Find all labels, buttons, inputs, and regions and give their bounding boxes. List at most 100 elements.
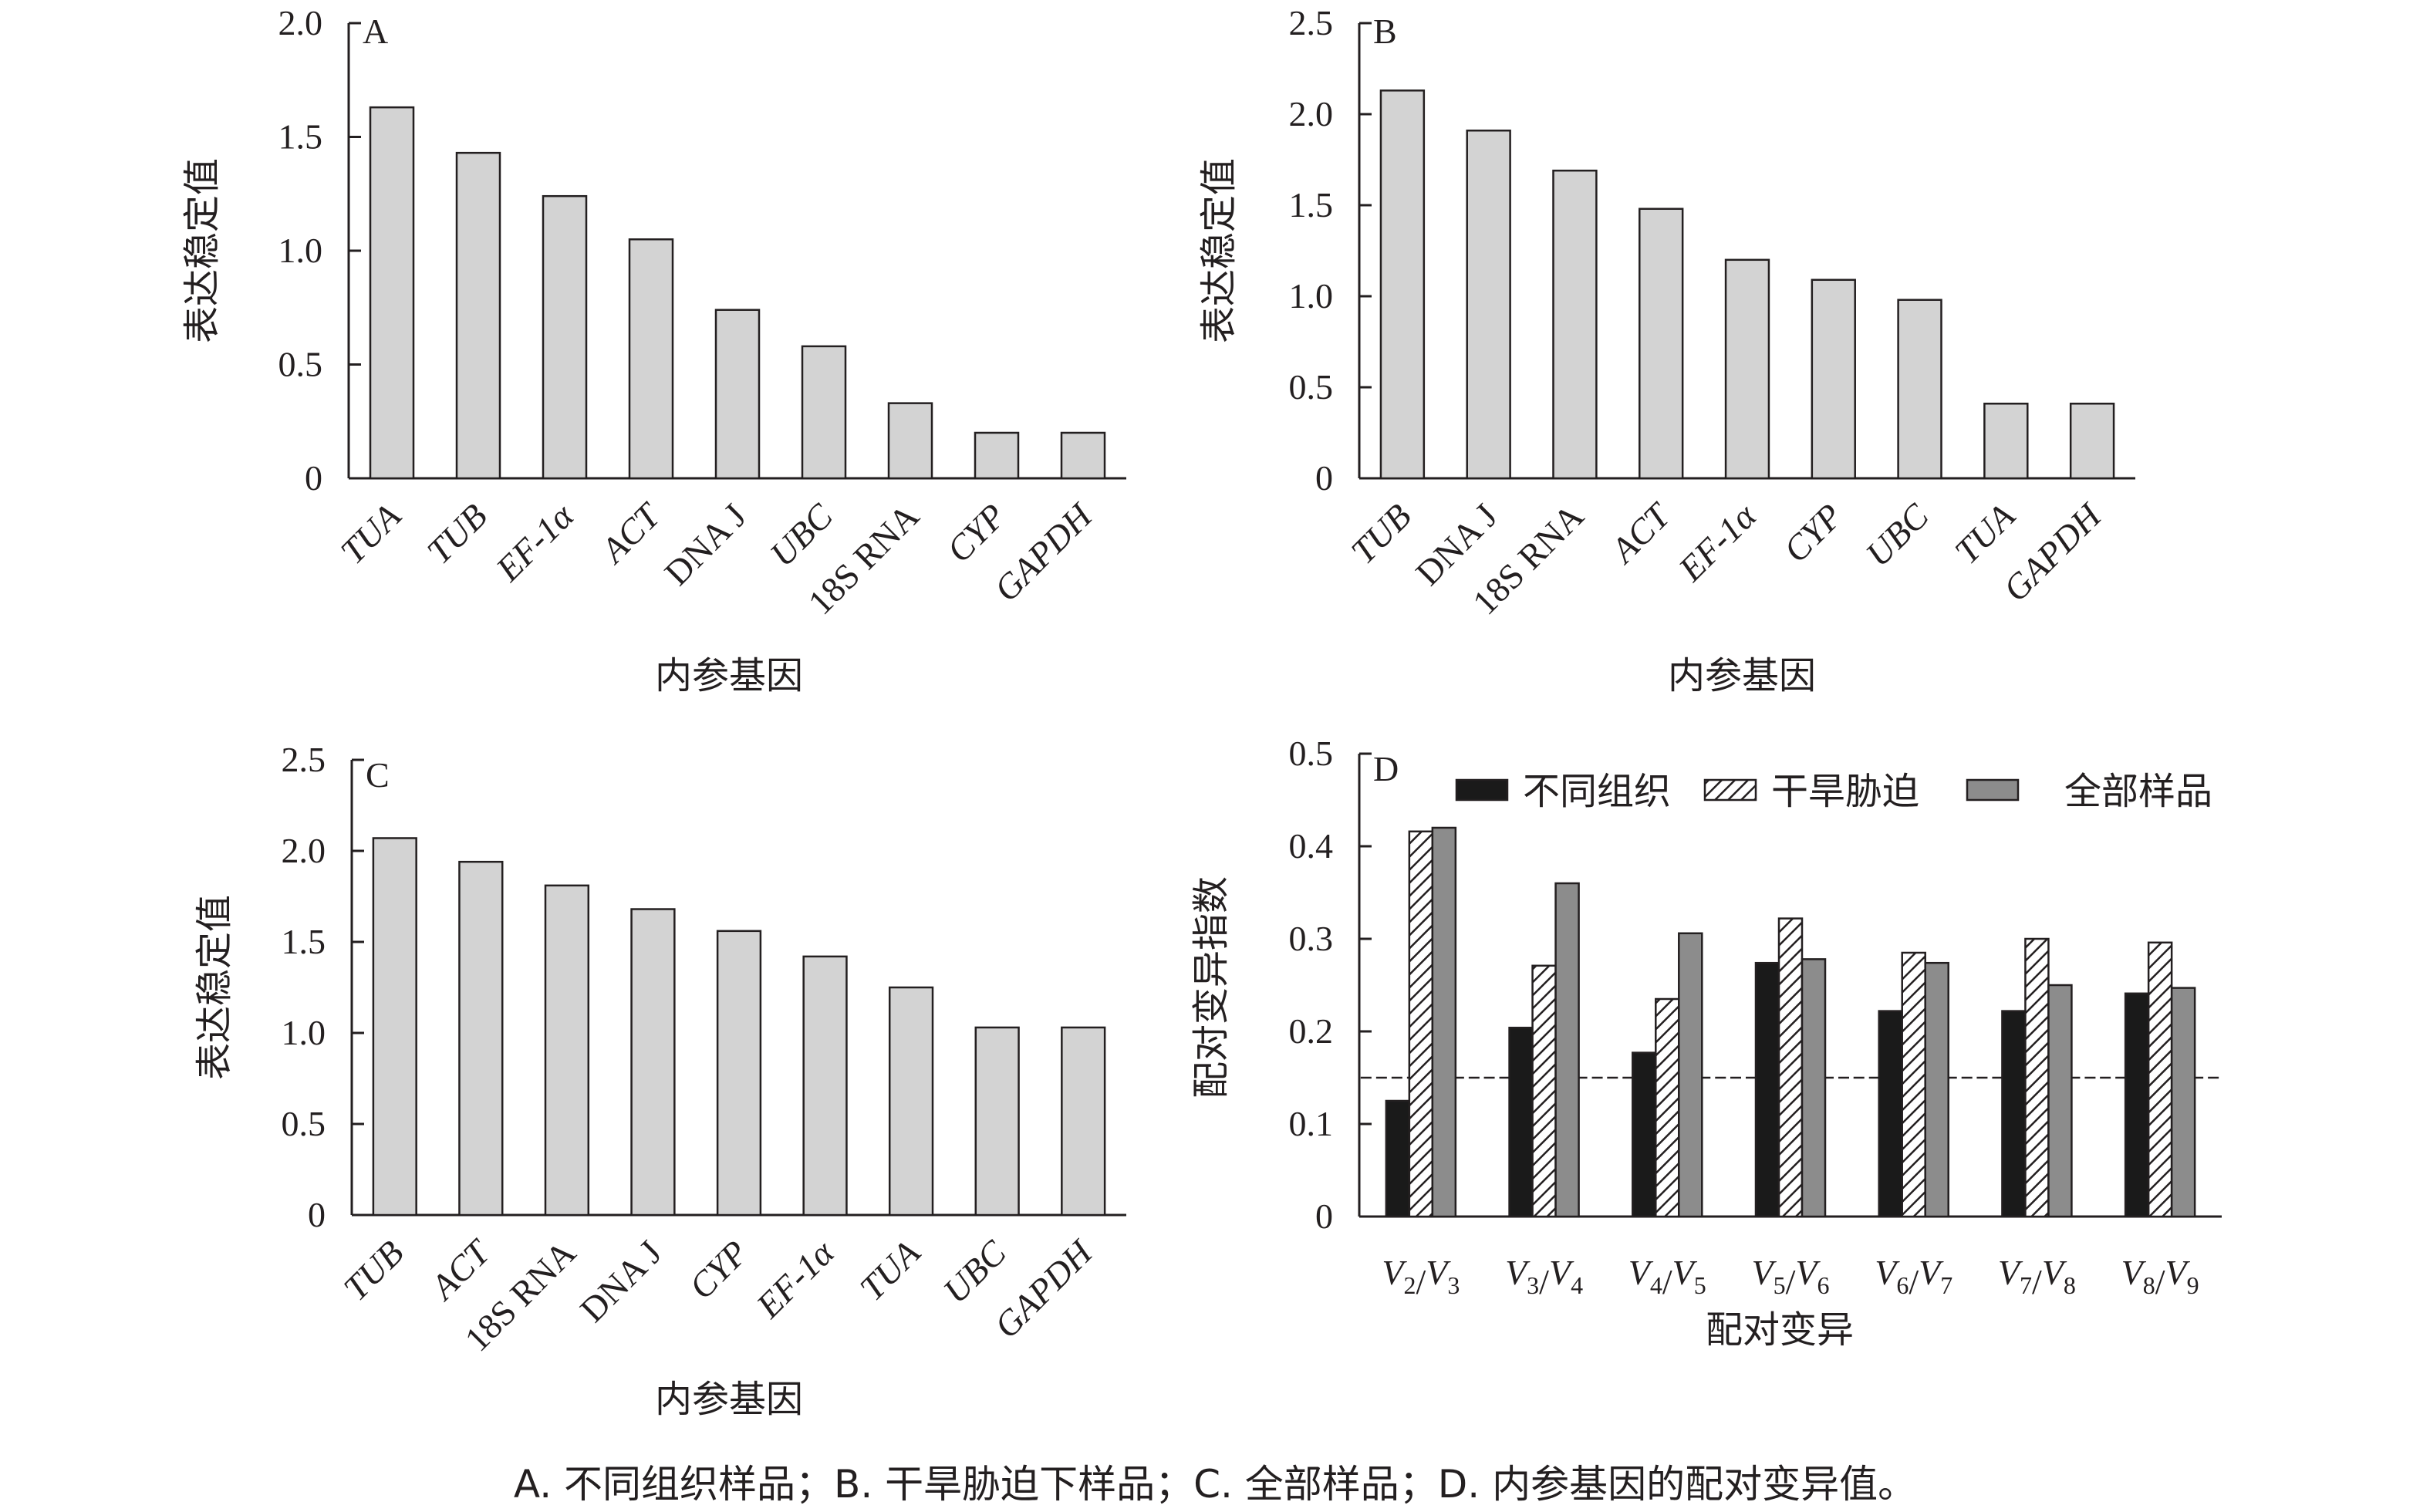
panel-d-category-subscript: 4	[1571, 1271, 1583, 1299]
panel-b-bar	[1724, 258, 1770, 480]
panel-c-x-axis-title: 内参基因	[655, 1378, 803, 1421]
panel-b-label: B	[1373, 12, 1397, 51]
panel-d-category-subscript: 7	[1940, 1271, 1952, 1299]
panel-c-category-label: TUB	[336, 1233, 411, 1308]
figure-caption: A. 不同组织样品；B. 干旱胁迫下样品；C. 全部样品；D. 内参基因的配对变…	[513, 1462, 1917, 1507]
panel-a-y-tick-label: 1.0	[278, 231, 323, 270]
panel-b-category-label: ACT	[1601, 494, 1679, 572]
panel-b-y-tick-label: 1.5	[1289, 185, 1334, 224]
panel-d-category-label: V5/V6	[1752, 1253, 1830, 1301]
panel-b-y-tick-label: 1.0	[1289, 276, 1334, 316]
panel-d-bar-series-1	[1508, 1026, 1534, 1218]
panel-d-category-label: V6/V7	[1875, 1253, 1952, 1301]
panel-d-bar-series-2	[1408, 830, 1434, 1218]
panel-b-category-label: TUB	[1343, 496, 1419, 572]
panel-c-bar	[544, 884, 590, 1217]
panel-d-bar-series-1	[2001, 1010, 2027, 1218]
panel-a-x-axis-title: 内参基因	[655, 654, 803, 697]
panel-c-bar	[458, 860, 504, 1217]
panel-d-category-subscript: 5	[1694, 1271, 1706, 1299]
panel-a-category-label: EF-1α	[488, 495, 581, 589]
panel-d-category-slash: /	[1662, 1262, 1672, 1301]
panel-d-legend-label-1: 不同组织	[1523, 770, 1671, 813]
panel-d-category-symbol: V	[1505, 1253, 1531, 1292]
panel-c-bar	[888, 986, 934, 1217]
panel-c-category-label: GAPDH	[987, 1231, 1101, 1345]
panel-d-y-axis-title: 配对变异指数	[1190, 876, 1233, 1099]
panel-b-category-label: GAPDH	[1996, 494, 2110, 609]
panel-c-category-label: CYP	[681, 1233, 755, 1307]
panel-b-bar	[1639, 208, 1684, 480]
panel-d-y-tick-label: 0	[1315, 1196, 1333, 1236]
panel-c-label: C	[366, 755, 390, 795]
panel-b-bar	[1379, 89, 1426, 480]
panel-d-category-subscript: 4	[1650, 1271, 1662, 1299]
panel-a-category-label: TUB	[420, 496, 495, 572]
panel-c-category-label: DNA J	[572, 1233, 670, 1330]
panel-b-bar	[1811, 278, 1856, 480]
panel-d-category-label: V3/V4	[1505, 1253, 1583, 1301]
panel-a-category-label: GAPDH	[987, 494, 1101, 609]
panel-d-category-slash: /	[2032, 1262, 2042, 1301]
panel-a-bar	[455, 151, 501, 480]
panel-d-legend-label-3: 全部样品	[2064, 770, 2212, 813]
panel-b-category-label: EF-1α	[1670, 495, 1763, 589]
panel-d-category-slash: /	[1539, 1262, 1549, 1301]
panel-a-y-axis-title: 表达稳定值	[181, 158, 224, 343]
panel-d-bar-series-2	[1901, 951, 1926, 1218]
panel-d-category-label: V4/V5	[1628, 1253, 1706, 1301]
panel-d-bar-series-2	[1655, 997, 1680, 1218]
panel-d-category-symbol: V	[1919, 1253, 1944, 1292]
panel-a-category-label: ACT	[592, 494, 669, 572]
panel-b-bar	[1466, 129, 1511, 480]
panel-d-category-subscript: 2	[1403, 1271, 1416, 1299]
panel-d-category-subscript: 3	[1447, 1271, 1460, 1299]
panel-d-label: D	[1373, 749, 1399, 788]
panel-b-bar	[1983, 402, 2029, 480]
panel-d-category-subscript: 8	[2064, 1271, 2076, 1299]
panel-a-category-label: DNA J	[657, 496, 754, 593]
panel-a-bar	[1060, 431, 1106, 480]
panel-c-bar	[630, 908, 676, 1217]
panel-d-category-symbol: V	[1998, 1253, 2023, 1292]
panel-d-category-symbol: V	[1752, 1253, 1777, 1292]
panel-d-category-symbol: V	[1426, 1253, 1451, 1292]
panel-c-y-tick-label: 2.0	[282, 831, 326, 870]
panel-d-bar-series-2	[2147, 941, 2173, 1218]
panel-d-y-tick-label: 0.4	[1289, 826, 1334, 866]
panel-c-y-tick-label: 2.5	[282, 740, 326, 779]
panel-d-x-axis-title: 配对变异	[1706, 1308, 1854, 1352]
panel-d-category-subscript: 6	[1817, 1271, 1830, 1299]
panel-a-label: A	[363, 12, 388, 51]
panel-d-bar-series-2	[1531, 964, 1557, 1218]
panel-a-bar	[542, 194, 588, 480]
panel-c-y-tick-label: 0.5	[282, 1104, 326, 1143]
panel-c-y-tick-label: 1.5	[282, 922, 326, 961]
panel-d-bar-series-1	[1754, 961, 1780, 1218]
panel-b-y-tick-label: 2.0	[1289, 94, 1334, 133]
panel-d-category-symbol: V	[1382, 1253, 1407, 1292]
panel-d-category-symbol: V	[1628, 1253, 1654, 1292]
panel-d-bar-series-3	[2047, 984, 2073, 1218]
panel-c-bar	[1061, 1026, 1106, 1217]
panel-d-bar-series-3	[1678, 932, 1703, 1218]
panel-d-bar-series-1	[1632, 1051, 1657, 1218]
panel-d-category-subscript: 9	[2187, 1271, 2199, 1299]
panel-a-bar	[801, 345, 847, 480]
panel-d-category-symbol: V	[2165, 1253, 2191, 1292]
panel-a-category-label: TUA	[333, 495, 409, 571]
panel-d-legend-label-2: 干旱胁迫	[1771, 770, 1919, 813]
panel-b-bar	[1897, 299, 1942, 480]
panel-c-category-label: TUA	[852, 1232, 928, 1308]
panel-b-y-tick-label: 0.5	[1289, 367, 1334, 407]
panel-d-category-subscript: 6	[1896, 1271, 1909, 1299]
panel-c-category-label: EF-1α	[748, 1232, 842, 1325]
panel-d-legend-swatch-3	[1966, 778, 2020, 802]
panel-d-category-slash: /	[1416, 1262, 1426, 1301]
panel-c-bar	[802, 955, 848, 1217]
panel-a-y-tick-label: 2.0	[278, 3, 323, 42]
panel-c-bar	[716, 930, 762, 1217]
